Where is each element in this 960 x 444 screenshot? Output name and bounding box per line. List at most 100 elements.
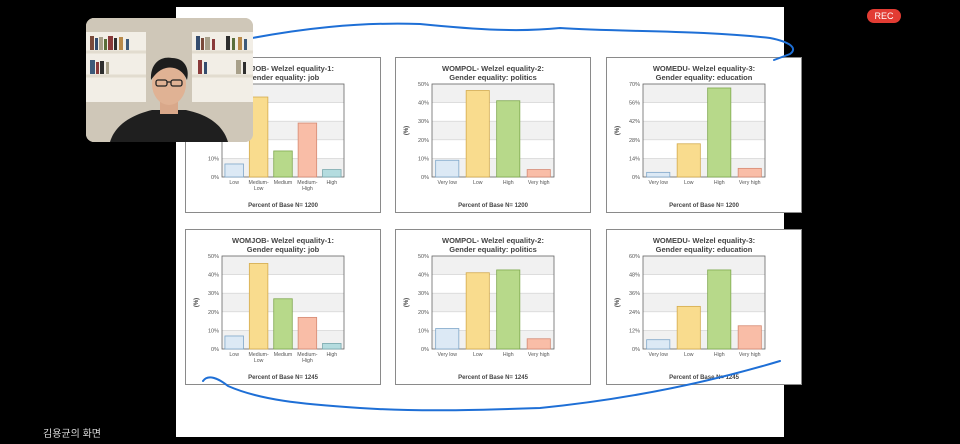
y-tick-label: 30% [418,291,429,297]
plot-band [643,84,765,103]
recording-badge: REC [867,9,901,23]
y-tick-label: 50% [208,254,219,260]
bar [737,325,762,350]
chart-panel: WOMPOL- Welzel equality-2: Gender equalit… [395,57,591,213]
chart-panel: WOMPOL- Welzel equality-2: Gender equalit… [395,229,591,385]
chart-title: WOMPOL- Welzel equality-2: Gender equalit… [442,236,544,254]
y-axis-label: (%) [404,126,410,135]
bar-chart: 0% 12% 24% 36% 48% 60% (%) Very low Low High Very … [615,254,766,358]
plot-frame [642,255,766,350]
plot-band [432,256,554,275]
bar [435,159,460,178]
y-tick-label: 14% [629,156,640,162]
chart-title: WOMEDU- Welzel equality-3: Gender equalit… [652,64,756,82]
y-tick-label: 48% [629,273,640,279]
y-tick-label: 70% [629,82,640,88]
screen-share-owner-label: 김용균의 화면 [43,429,101,440]
y-tick-label: 10% [418,328,429,334]
plot-band [643,158,765,177]
x-tick-label: High [503,180,514,186]
webcam-scene [86,18,253,142]
chart-title: WOMEDU- Welzel equality-3: Gender equalit… [652,236,756,254]
chart-footer: Percent of Base N= 1245 [458,375,528,381]
y-tick-label: 50% [418,82,429,88]
chart-title: WOMPOL- Welzel equality-2: Gender equalit… [442,64,544,82]
chart-title: WOMJOB- Welzel equality-1: Gender equalit… [232,236,334,254]
bar [297,122,318,178]
bar [646,171,671,178]
y-tick-label: 20% [418,310,429,316]
plot-frame [431,83,555,178]
x-tick-label: Very low [437,352,457,358]
bar-chart: 0% 10% 20% 30% 40% 50% (%) Very low Low High Very … [404,254,555,358]
x-tick-label: Very high [528,180,550,186]
plot-band [643,274,765,294]
bar [273,298,293,350]
chart-title: WOMJOB- Welzel equality-1: Gender equalit… [232,64,334,82]
y-axis-label: (%) [615,126,621,135]
y-tick-label: 28% [629,138,640,144]
chart-footer: Percent of Base N= 1245 [669,375,739,381]
x-tick-label: Low [684,180,694,186]
y-tick-label: 40% [208,273,219,279]
y-tick-label: 42% [629,119,640,125]
y-tick-label: 0% [211,175,219,181]
chart-footer: Percent of Base N= 1245 [248,375,318,381]
bar [224,335,244,350]
y-axis-label: (%) [194,298,200,307]
bar [676,143,701,178]
plot-band [432,102,554,122]
y-tick-label: 30% [208,291,219,297]
x-tick-label: High [302,186,313,192]
x-tick-label: High [326,180,337,186]
bar [322,169,342,178]
y-tick-label: 10% [418,156,429,162]
x-tick-label: Very high [739,352,761,358]
x-tick-label: Very low [437,180,457,186]
y-tick-label: 0% [421,347,429,353]
plot-band [643,102,765,122]
bar [248,263,269,350]
bar [496,269,521,350]
bar [737,167,762,178]
bar [496,100,521,178]
plot-band [643,311,765,331]
y-axis-label: (%) [615,298,621,307]
plot-band [432,139,554,159]
plot-frame [642,83,766,178]
x-tick-label: Medium- [249,352,269,358]
x-tick-label: Very low [648,352,668,358]
plot-band [643,139,765,159]
x-tick-label: High [714,180,725,186]
y-tick-label: 20% [418,138,429,144]
bar [646,339,671,350]
chart-footer: Percent of Base N= 1200 [458,203,528,209]
y-tick-label: 12% [629,328,640,334]
bar-chart: 0% 10% 20% 30% 40% 50% (%) Very low Low High Very … [404,82,555,186]
bar [435,328,460,350]
x-tick-label: High [503,352,514,358]
plot-band [432,274,554,294]
y-tick-label: 24% [629,310,640,316]
bar [273,150,293,178]
plot-band [643,293,765,312]
y-axis-label: (%) [404,298,410,307]
plot-band [432,330,554,349]
bar [322,343,342,350]
x-tick-label: Low [254,186,264,192]
x-tick-label: Medium- [249,180,269,186]
y-tick-label: 20% [208,310,219,316]
plot-band [432,158,554,177]
x-tick-label: Very low [648,180,668,186]
y-tick-label: 10% [208,156,219,162]
x-tick-label: High [326,352,337,358]
chart-panel: WOMEDU- Welzel equality-3: Gender equalit… [606,229,802,385]
webcam-video-tile [86,18,253,142]
plot-band [432,121,554,140]
plot-band [643,121,765,140]
x-tick-label: Medium- [297,180,317,186]
bar [526,169,551,178]
x-tick-label: Low [229,180,239,186]
chart-panel: WOMEDU- Welzel equality-3: Gender equalit… [606,57,802,213]
